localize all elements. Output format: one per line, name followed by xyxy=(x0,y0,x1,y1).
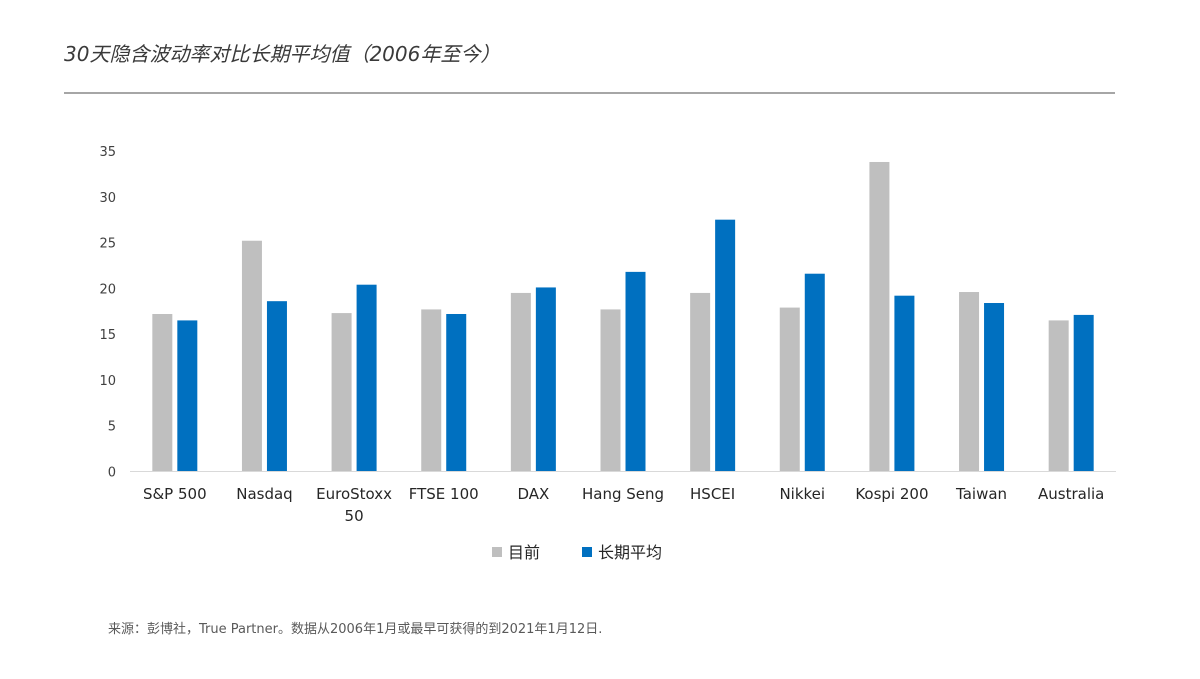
bar-current xyxy=(510,292,531,472)
category-label: Kospi 200 xyxy=(855,485,928,503)
legend: 目前 长期平均 xyxy=(492,543,662,562)
bar-current xyxy=(779,307,800,472)
bar-long-term-average xyxy=(715,219,736,472)
bar-current xyxy=(1048,320,1069,472)
bar-current xyxy=(241,240,262,472)
bar-long-term-average xyxy=(984,303,1005,472)
bar-current xyxy=(690,292,711,472)
bar-long-term-average xyxy=(894,295,915,472)
title-divider xyxy=(64,92,1115,94)
category-label: Hang Seng xyxy=(582,485,664,503)
y-tick-label: 0 xyxy=(108,466,116,481)
category-label: DAX xyxy=(517,485,549,503)
category-label: FTSE 100 xyxy=(409,485,479,503)
bar-current xyxy=(152,313,173,472)
bar-current xyxy=(959,292,980,472)
bar-long-term-average xyxy=(804,273,825,472)
bar-long-term-average xyxy=(535,287,556,472)
category-label: Australia xyxy=(1038,485,1104,503)
bar-current xyxy=(869,161,890,472)
legend-label: 目前 xyxy=(508,543,540,562)
y-tick-label: 15 xyxy=(99,328,116,343)
y-tick-label: 35 xyxy=(99,145,116,160)
bar-current xyxy=(331,313,352,472)
chart-title: 30天隐含波动率对比长期平均值（2006年至今） xyxy=(64,42,501,66)
bar-chart: 0 5 10 15 20 25 30 35 S&P 500 Nasdaq EuroStoxx 50 F… xyxy=(99,145,1116,562)
bar-long-term-average xyxy=(625,271,646,472)
legend-swatch xyxy=(492,547,502,557)
y-tick-label: 5 xyxy=(108,420,116,435)
category-label: Taiwan xyxy=(955,485,1007,503)
bar-long-term-average xyxy=(356,284,377,472)
y-tick-label: 20 xyxy=(99,282,116,297)
legend-swatch xyxy=(582,547,592,557)
category-label: 50 xyxy=(345,507,364,525)
category-label: EuroStoxx xyxy=(316,485,392,503)
bar-current xyxy=(600,309,621,472)
category-label: Nasdaq xyxy=(236,485,292,503)
legend-label: 长期平均 xyxy=(598,543,662,562)
bar-current xyxy=(421,309,442,472)
bar-long-term-average xyxy=(1073,314,1094,472)
y-tick-label: 25 xyxy=(99,237,116,252)
category-label: S&P 500 xyxy=(143,485,207,503)
y-tick-label: 30 xyxy=(99,191,116,206)
category-label: Nikkei xyxy=(779,485,825,503)
bars xyxy=(152,161,1094,472)
bar-long-term-average xyxy=(446,313,467,472)
bar-long-term-average xyxy=(266,301,287,472)
source-note: 来源：彭博社，True Partner。数据从2006年1月或最早可获得的到20… xyxy=(108,622,603,637)
category-labels: S&P 500 Nasdaq EuroStoxx 50 FTSE 100 DAX Hang … xyxy=(143,485,1104,525)
y-tick-label: 10 xyxy=(99,374,116,389)
category-label: HSCEI xyxy=(690,485,735,503)
bar-long-term-average xyxy=(177,320,198,472)
y-axis-ticks: 0 5 10 15 20 25 30 35 xyxy=(99,145,116,481)
